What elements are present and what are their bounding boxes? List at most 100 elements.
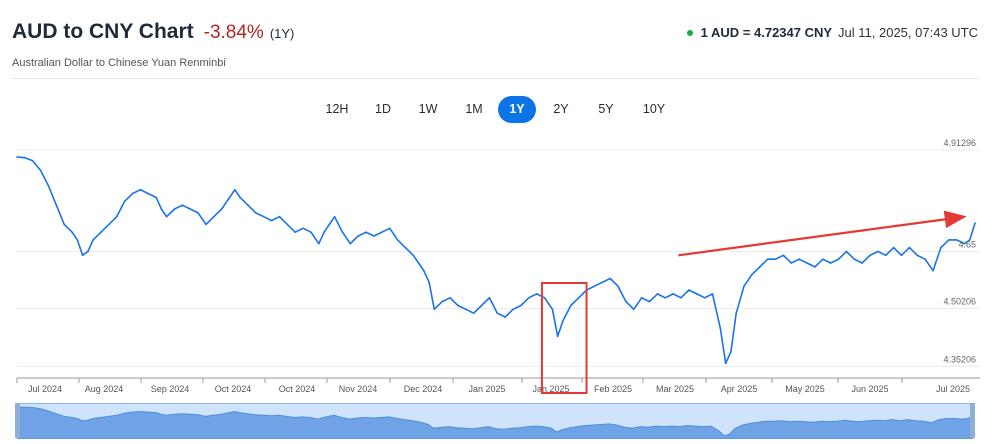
data-point — [695, 293, 698, 295]
data-point — [609, 277, 611, 280]
navigator-area — [16, 406, 974, 440]
navigator-sparkline — [16, 406, 974, 440]
data-point — [724, 362, 727, 365]
x-tick-label: Jun 2025 — [851, 384, 888, 394]
data-point — [955, 239, 958, 241]
data-point — [173, 208, 176, 210]
tab-10y[interactable]: 10Y — [642, 102, 666, 116]
data-point — [433, 308, 436, 311]
page-title: AUD to CNY Chart — [12, 20, 194, 43]
data-point — [131, 192, 134, 195]
data-point — [220, 208, 223, 210]
navigator-right-handle[interactable] — [970, 403, 975, 438]
trend-arrow — [678, 210, 967, 257]
data-point — [625, 300, 627, 303]
data-point — [328, 223, 331, 226]
data-point — [449, 296, 451, 299]
tab-1m[interactable]: 1M — [465, 102, 483, 116]
x-tick-label: Jan 2025 — [532, 384, 569, 394]
data-point — [205, 223, 207, 226]
data-point — [719, 327, 722, 330]
data-point — [814, 266, 816, 268]
data-point — [323, 231, 325, 233]
x-tick-label: Sep 2024 — [151, 384, 190, 394]
data-point — [189, 208, 192, 210]
data-point — [520, 304, 522, 307]
data-point — [310, 231, 312, 233]
data-point — [632, 308, 635, 311]
y-tick-label: 4.65 — [958, 239, 976, 249]
data-point — [774, 258, 777, 260]
data-point — [703, 296, 706, 299]
data-point — [441, 300, 443, 303]
data-point — [213, 215, 215, 218]
data-point — [71, 231, 73, 233]
data-point — [262, 215, 265, 218]
data-point — [556, 335, 559, 338]
data-point — [488, 296, 491, 299]
y-tick-label: 4.50206 — [943, 297, 976, 307]
data-point — [593, 285, 596, 287]
y-tick-label: 4.91296 — [943, 138, 976, 148]
tab-5y[interactable]: 5Y — [598, 102, 614, 116]
data-point — [617, 285, 619, 287]
exchange-rate: 1 AUD = 4.72347 CNY — [700, 25, 833, 40]
navigator-left-handle[interactable] — [15, 403, 20, 438]
tab-1y[interactable]: 1Y — [498, 96, 536, 123]
x-tick-label: Jan 2025 — [468, 384, 505, 394]
data-point — [255, 212, 257, 214]
data-point — [974, 222, 976, 224]
x-tick-label: Nov 2024 — [339, 384, 378, 394]
data-point — [87, 250, 89, 253]
data-point — [837, 258, 840, 260]
tab-2y[interactable]: 2Y — [553, 102, 569, 116]
data-point — [333, 215, 336, 218]
data-point — [341, 231, 344, 233]
tab-1d[interactable]: 1D — [375, 102, 391, 116]
x-tick-label: Jul 2024 — [28, 384, 62, 394]
data-point — [924, 258, 926, 260]
data-point — [423, 269, 425, 272]
data-point — [412, 254, 415, 257]
data-point — [829, 262, 832, 264]
data-point — [648, 300, 651, 303]
data-point — [404, 246, 407, 249]
data-point — [472, 312, 475, 314]
data-point — [968, 239, 971, 241]
data-point — [55, 204, 58, 206]
y-tick-label: 4.35206 — [943, 354, 976, 364]
navigator[interactable] — [16, 403, 974, 440]
data-point — [916, 254, 919, 257]
data-point — [751, 273, 753, 276]
tab-1w[interactable]: 1W — [418, 102, 438, 116]
tab-12h[interactable]: 12H — [325, 102, 349, 116]
quote-timestamp: Jul 11, 2025, 07:43 UTC — [838, 25, 978, 40]
x-tick-label: Apr 2025 — [721, 384, 758, 394]
percent-change: -3.84% — [203, 22, 264, 43]
data-point — [417, 262, 420, 264]
data-point — [381, 231, 383, 233]
data-point — [790, 262, 793, 264]
x-tick-label: Aug 2024 — [85, 384, 124, 394]
data-point — [766, 258, 769, 260]
data-point — [656, 293, 659, 295]
x-tick-label: Dec 2024 — [404, 384, 443, 394]
data-point — [318, 242, 320, 245]
data-point — [963, 242, 966, 245]
x-tick-label: Jul 2025 — [936, 384, 970, 394]
data-point — [373, 235, 375, 237]
data-point — [664, 296, 667, 299]
data-point — [92, 239, 94, 241]
data-point — [357, 235, 360, 237]
data-point — [798, 258, 800, 260]
data-point — [947, 239, 950, 241]
data-point — [845, 250, 848, 253]
data-point — [735, 312, 737, 314]
live-status-dot-icon — [686, 29, 693, 36]
chart-header: AUD to CNY Chart -3.84% (1Y) — [12, 20, 294, 44]
data-point — [892, 246, 895, 249]
data-point — [672, 293, 674, 295]
x-tick-label: Oct 2024 — [279, 384, 316, 394]
page-subtitle: Australian Dollar to Chinese Yuan Renmin… — [12, 57, 226, 69]
